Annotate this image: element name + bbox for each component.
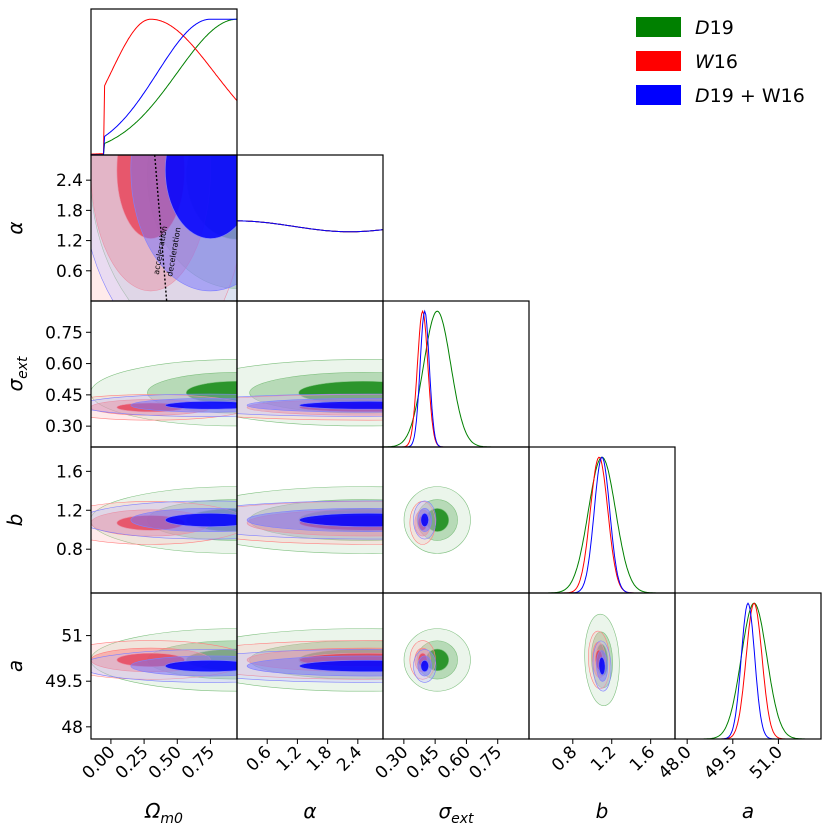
axes-layer <box>86 8 822 744</box>
marginal-d19-alpha <box>237 220 383 233</box>
marginal-w16-alpha <box>237 220 383 233</box>
legend-label-w16: W16 <box>695 51 738 73</box>
x-tick-label-Om: 0.00 <box>79 742 120 783</box>
y-tick-label-alpha: 0.6 <box>56 262 83 282</box>
contour-d19w16-Om-a-level1 <box>91 649 237 683</box>
y-tick-label-alpha: 1.8 <box>56 201 83 221</box>
x-tick-label-alpha: 2.4 <box>333 742 366 775</box>
contour-panel-Om-alpha <box>91 155 237 301</box>
x-axis-label-a: a <box>742 799 754 823</box>
y-tick-label-a: 51 <box>61 627 83 647</box>
contour-d19w16-sigma-b-level3 <box>420 513 429 527</box>
legend-swatch-d19w16 <box>636 85 681 105</box>
contour-d19w16-alpha-sigma-level3 <box>299 401 383 410</box>
x-tick-label-Om: 0.75 <box>178 742 219 783</box>
y-axis-label-alpha: α <box>3 221 27 234</box>
contour-d19w16-alpha-b-level3 <box>299 513 383 527</box>
y-tick-label-sigma: 0.75 <box>45 323 83 343</box>
contour-panel-sigma-a <box>403 628 471 692</box>
legend-label-d19: D19 <box>695 17 734 39</box>
x-axis-label-Om: Ωm0 <box>144 799 183 827</box>
contour-d19w16-Om-b-level3 <box>165 513 237 527</box>
x-tick-label-alpha: 0.6 <box>242 742 275 775</box>
contour-panel-sigma-b <box>403 486 471 554</box>
x-tick-label-sigma: 0.30 <box>371 742 412 783</box>
x-tick-label-alpha: 1.8 <box>303 742 336 775</box>
contour-panel-alpha-b <box>237 486 383 554</box>
contour-d19w16-Om-a-level3 <box>165 660 237 672</box>
marginal-d19w16-Om <box>91 18 237 155</box>
legend-swatch-w16 <box>636 51 681 71</box>
marginal-d19w16-b <box>529 456 675 593</box>
y-tick-label-b: 1.6 <box>56 462 83 482</box>
panel-frame <box>528 446 676 594</box>
transition-line <box>154 155 168 301</box>
y-tick-label-sigma: 0.30 <box>45 417 83 437</box>
panel-frame <box>382 300 530 448</box>
panel-frame <box>90 8 238 156</box>
contour-panel-alpha-a <box>237 628 383 692</box>
x-tick-label-a: 51.0 <box>746 742 787 783</box>
marginal-d19-a <box>675 602 821 739</box>
y-axis-label-a: a <box>3 660 27 672</box>
marginal-w16-Om <box>91 18 237 155</box>
contour-d19w16-b-a-level3 <box>598 656 606 676</box>
x-tick-label-alpha: 1.2 <box>273 742 306 775</box>
y-tick-label-alpha: 2.4 <box>56 171 83 191</box>
x-tick-label-b: 1.6 <box>626 742 659 775</box>
marginal-d19-b <box>529 456 675 593</box>
y-axis-label-b: b <box>3 514 27 527</box>
x-tick-label-sigma: 0.60 <box>434 742 475 783</box>
y-tick-label-sigma: 0.60 <box>45 355 83 375</box>
contour-panel-Om-a <box>91 628 237 692</box>
marginal-w16-a <box>675 602 821 739</box>
marginal-w16-sigma <box>383 309 529 447</box>
y-axis-label-sigma: σext <box>3 356 31 392</box>
x-tick-label-b: 0.8 <box>548 742 581 775</box>
contour-d19w16-sigma-a-level3 <box>420 660 429 672</box>
panel-frame <box>236 154 384 302</box>
marginal-d19-Om <box>91 18 237 155</box>
x-axis-label-b: b <box>596 799 609 823</box>
legend-swatch-d19 <box>636 17 681 37</box>
legend-label-d19w16: D19 + W16 <box>695 85 805 107</box>
x-tick-label-Om: 0.25 <box>112 742 153 783</box>
contour-panel-Om-b <box>91 486 237 554</box>
x-axis-label-alpha: α <box>303 799 316 823</box>
x-tick-label-Om: 0.50 <box>145 742 186 783</box>
contour-panel-alpha-sigma <box>237 359 383 427</box>
x-tick-label-b: 1.2 <box>587 742 620 775</box>
panel-frame <box>674 592 822 740</box>
x-tick-label-sigma: 0.75 <box>465 742 506 783</box>
contour-panel-b-a <box>584 613 620 706</box>
marginal-d19w16-sigma <box>383 309 529 447</box>
marginal-d19-sigma <box>383 310 529 447</box>
marginal-d19w16-a <box>675 602 821 739</box>
contour-d19w16-Om-alpha-level3 <box>165 155 237 239</box>
y-tick-label-b: 1.2 <box>56 501 83 521</box>
contour-d19w16-alpha-a-level3 <box>299 660 383 672</box>
y-tick-label-a: 49.5 <box>45 672 83 692</box>
y-tick-label-b: 0.8 <box>56 540 83 560</box>
x-axis-label-sigma: σext <box>438 799 474 827</box>
y-tick-label-sigma: 0.45 <box>45 386 83 406</box>
contour-d19w16-Om-b-level1 <box>91 500 237 540</box>
x-tick-label-sigma: 0.45 <box>403 742 444 783</box>
y-tick-label-a: 48 <box>61 718 83 738</box>
legend: D19 W16 D19 + W16 <box>636 17 805 107</box>
y-tick-label-alpha: 1.2 <box>56 232 83 252</box>
marginal-w16-b <box>529 456 675 593</box>
x-tick-label-a: 48.0 <box>655 742 696 783</box>
x-tick-label-a: 49.5 <box>700 742 741 783</box>
marginal-d19w16-alpha <box>237 220 383 233</box>
contour-d19w16-Om-sigma-level3 <box>165 401 237 410</box>
contour-layer <box>91 155 620 706</box>
contour-panel-Om-sigma <box>91 359 237 427</box>
contour-d19w16-Om-sigma-level1 <box>91 393 237 417</box>
